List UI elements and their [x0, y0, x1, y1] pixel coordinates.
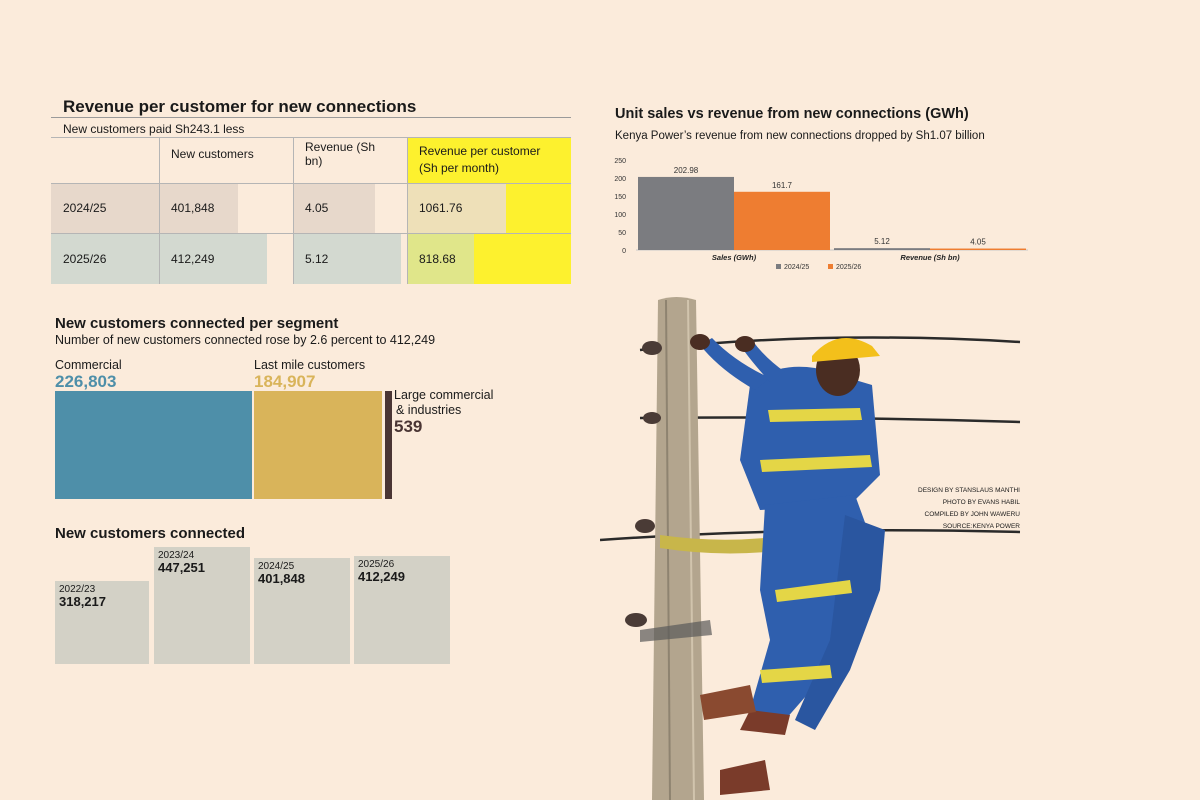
customers-bar-2025	[159, 234, 267, 284]
revenue-bar-2024	[293, 183, 375, 233]
bar-2025/26-0	[734, 191, 830, 250]
bar-2024/25-1	[834, 248, 930, 250]
sales-revenue-bar-chart: 0 50 100 150 200 250 202.98 161.7 Sales (GWh) 5.1…	[614, 158, 1028, 271]
year-label: 2024/25	[258, 561, 295, 572]
new-customers-title: New customers connected	[55, 525, 246, 542]
grid-line	[51, 233, 571, 234]
segments-subtitle: Number of new customers connected rose b…	[55, 333, 436, 347]
cell-revenue: 4.05	[305, 201, 329, 215]
revenue-table: New customers Revenue (Sh bn) Revenue pe…	[51, 137, 571, 284]
y-tick-label: 200	[614, 176, 626, 183]
y-tick-label: 250	[614, 158, 626, 165]
grid-line	[159, 137, 160, 284]
segment-value-commercial: 226,803	[55, 372, 117, 391]
year-label: 2022/23	[59, 584, 96, 595]
year-value: 318,217	[59, 594, 106, 609]
rpc-bar-2025	[407, 234, 474, 284]
table-title: Revenue per customer for new connections	[63, 97, 417, 116]
chart-subtitle: Kenya Power’s revenue from new connectio…	[615, 130, 985, 142]
segment-bar-commercial	[55, 391, 252, 499]
cell-new-customers: 412,249	[171, 252, 215, 266]
x-tick-label: Sales (GWh)	[712, 253, 757, 262]
segment-bar-large-commercial	[385, 391, 392, 499]
customers-bar-2024	[159, 183, 238, 233]
row-bg-2025	[51, 234, 159, 284]
segment-value-last-mile: 184,907	[254, 372, 316, 391]
legend-label: 2025/26	[836, 264, 861, 271]
year-value: 401,848	[258, 571, 305, 586]
y-tick-label: 150	[614, 194, 626, 201]
grid-line	[51, 137, 571, 138]
data-label: 202.98	[674, 166, 699, 175]
title-divider	[51, 117, 571, 118]
year-value: 447,251	[158, 560, 205, 575]
year-box-2023: 2023/24 447,251	[154, 547, 250, 664]
year-label: 2025/26	[358, 559, 395, 570]
y-tick-label: 50	[618, 230, 626, 237]
row-bg-2024	[51, 183, 159, 233]
y-tick-label: 100	[614, 212, 626, 219]
credit-compiled: COMPILED BY JOHN WAWERU	[925, 511, 1021, 518]
table-subtitle: New customers paid Sh243.1 less	[63, 122, 245, 136]
year-box-2022: 2022/23 318,217	[55, 581, 149, 664]
grid-line	[293, 137, 294, 284]
grid-line	[51, 183, 571, 184]
bar-2025/26-1	[930, 248, 1026, 250]
credit-design: DESIGN BY STANSLAUS MANTHI	[918, 487, 1020, 494]
header-new-customers: New customers	[171, 147, 254, 161]
segment-label-large-commercial: Large commercial	[394, 388, 494, 402]
cell-revenue-per-customer: 1061.76	[419, 201, 463, 215]
revenue-bar-2025	[293, 234, 401, 284]
credit-photo: PHOTO BY EVANS HABIL	[943, 499, 1021, 506]
y-tick-label: 0	[622, 248, 626, 255]
legend-label: 2024/25	[784, 264, 809, 271]
segment-label-last-mile: Last mile customers	[254, 358, 366, 372]
legend-swatch	[828, 264, 833, 269]
segment-bar-last-mile	[254, 391, 382, 499]
grid-line	[407, 137, 408, 284]
header-revenue-per-customer: Revenue per customer (Sh per month)	[419, 144, 541, 175]
data-label: 5.12	[874, 237, 890, 246]
data-label: 161.7	[772, 181, 793, 190]
bar-2024/25-0	[638, 176, 734, 250]
header-revenue: Revenue (Sh bn)	[305, 140, 376, 168]
segment-label-industries: & industries	[396, 403, 462, 417]
x-tick-label: Revenue (Sh bn)	[900, 253, 960, 262]
segment-label-commercial: Commercial	[55, 358, 122, 372]
year-label: 2023/24	[158, 550, 195, 561]
chart-title: Unit sales vs revenue from new connectio…	[615, 106, 969, 122]
row-year: 2024/25	[63, 201, 107, 215]
row-year: 2025/26	[63, 252, 107, 266]
year-value: 412,249	[358, 569, 405, 584]
year-box-2024: 2024/25 401,848	[254, 558, 350, 664]
rpc-bar-2024	[407, 183, 506, 233]
segments-title: New customers connected per segment	[55, 315, 339, 332]
year-box-2025: 2025/26 412,249	[354, 556, 450, 664]
credit-source: SOURCE:KENYA POWER	[943, 523, 1020, 530]
cell-revenue: 5.12	[305, 252, 329, 266]
cell-new-customers: 401,848	[171, 201, 215, 215]
cell-revenue-per-customer: 818.68	[419, 252, 456, 266]
segment-value-large-commercial: 539	[394, 417, 423, 436]
lineman-photo: DESIGN BY STANSLAUS MANTHI PHOTO BY EVAN…	[600, 297, 1021, 800]
data-label: 4.05	[970, 238, 986, 247]
legend-swatch	[776, 264, 781, 269]
